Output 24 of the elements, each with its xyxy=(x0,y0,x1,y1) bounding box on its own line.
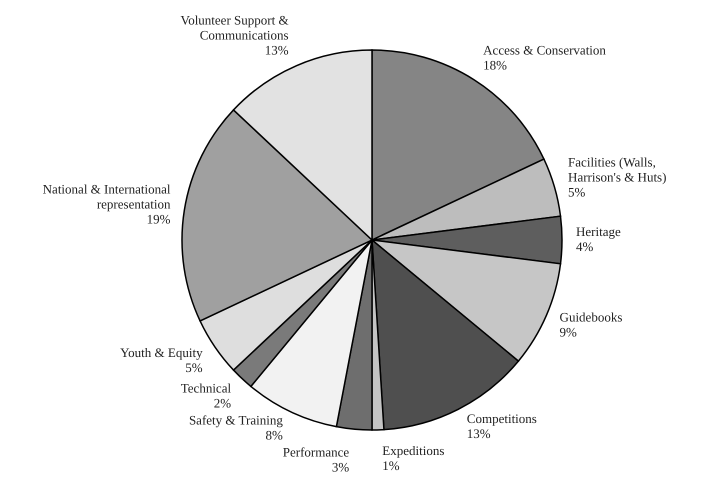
slice-label: Access & Conservation xyxy=(483,42,606,58)
slice-label: Expeditions xyxy=(382,443,444,458)
slice-label: Competitions xyxy=(466,411,537,426)
slice-label: Volunteer Support & Communications xyxy=(180,12,289,42)
slice-label: Heritage xyxy=(576,224,621,239)
data-label: 13% xyxy=(466,426,491,442)
data-label: 19% xyxy=(146,212,171,227)
data-label: 5% xyxy=(568,184,586,200)
slice-label: Safety & Training xyxy=(188,412,284,428)
slice-label: National & International representation xyxy=(42,182,171,212)
data-label: 3% xyxy=(332,459,350,474)
slice-label: Guidebooks xyxy=(560,309,622,324)
data-label: 9% xyxy=(560,324,578,340)
data-label: 4% xyxy=(576,239,594,254)
slice-label: Youth & Equity xyxy=(120,344,204,360)
data-label: 18% xyxy=(483,57,508,72)
slice-label: Facilities (Walls, Harrison's & Huts) xyxy=(568,154,666,184)
data-label: 13% xyxy=(264,42,289,58)
slice-label: Performance xyxy=(282,444,350,460)
data-label: 5% xyxy=(185,360,203,375)
data-label: 8% xyxy=(266,427,283,442)
data-label: 2% xyxy=(214,395,232,410)
slice-label: Technical xyxy=(180,380,232,396)
data-label: 1% xyxy=(382,458,400,474)
